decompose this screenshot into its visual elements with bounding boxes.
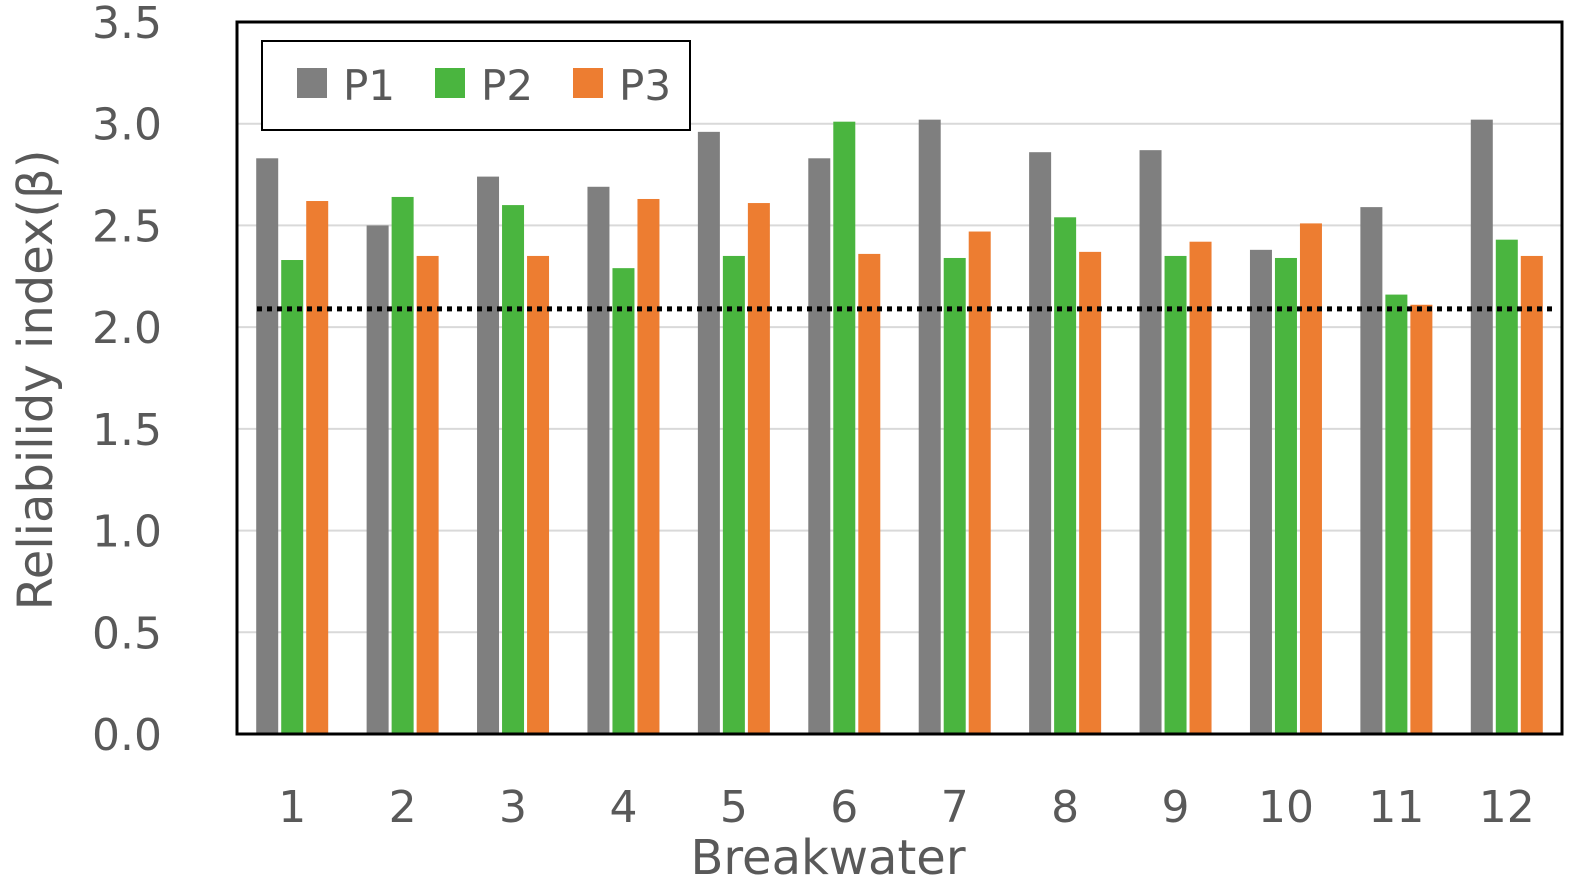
x-tick-label: 12	[1479, 782, 1535, 833]
bar-p2-7	[943, 257, 966, 734]
bar-p1-1	[256, 158, 279, 735]
bar-p3-10	[1299, 223, 1322, 734]
bar-p3-5	[747, 203, 770, 735]
bar-p3-2	[416, 255, 439, 734]
x-tick-label: 11	[1368, 782, 1424, 833]
x-tick-label: 3	[499, 782, 527, 833]
y-tick-labels: 0.0 0.5 1.0 1.5 2.0 2.5 3.0 3.5	[92, 0, 162, 761]
bar-p2-6	[833, 121, 856, 735]
bar-p2-5	[722, 255, 745, 734]
bar-p2-11	[1385, 294, 1408, 734]
x-axis-title: Breakwater	[690, 830, 965, 885]
bar-p3-3	[527, 255, 550, 734]
bar-p1-5	[697, 131, 720, 734]
y-tick-label: 0.5	[92, 608, 162, 659]
y-tick-label: 3.5	[92, 0, 162, 49]
bar-p3-11	[1410, 304, 1433, 734]
bar-p3-7	[968, 231, 991, 734]
x-tick-label: 9	[1162, 782, 1190, 833]
bar-p2-9	[1164, 255, 1187, 734]
legend-box	[261, 40, 691, 131]
x-tick-label: 2	[389, 782, 417, 833]
bar-p3-12	[1520, 255, 1543, 734]
x-tick-label: 5	[720, 782, 748, 833]
x-tick-label: 8	[1051, 782, 1079, 833]
legend-swatch-p1	[297, 68, 327, 98]
x-tick-label: 10	[1258, 782, 1314, 833]
y-tick-label: 2.5	[92, 201, 162, 252]
x-tick-label: 4	[609, 782, 637, 833]
legend-label-p3: P3	[619, 61, 671, 110]
legend-swatch-p3	[573, 68, 603, 98]
y-axis-title: Reliabilidy index(β)	[8, 150, 64, 611]
y-tick-label: 3.0	[92, 100, 162, 151]
y-tick-label: 2.0	[92, 303, 162, 354]
y-tick-label: 1.5	[92, 405, 162, 456]
bar-p3-4	[637, 198, 660, 735]
bar-p3-8	[1079, 251, 1102, 735]
bar-p1-6	[808, 158, 831, 735]
plot-frame	[235, 20, 1564, 736]
bar-p1-10	[1249, 249, 1272, 734]
legend-swatch-p2	[435, 68, 465, 98]
legend-label-p1: P1	[343, 61, 395, 110]
bar-p2-4	[612, 268, 635, 734]
bar-p2-1	[281, 260, 304, 734]
bar-p2-8	[1054, 217, 1077, 734]
x-tick-label: 7	[941, 782, 969, 833]
bar-p1-7	[918, 119, 941, 735]
bar-p3-9	[1189, 241, 1212, 734]
x-tick-label: 6	[830, 782, 858, 833]
y-tick-label: 0.0	[92, 710, 162, 761]
x-tick-label: 1	[278, 782, 306, 833]
bar-p1-11	[1360, 207, 1383, 734]
bar-p1-12	[1470, 119, 1493, 735]
bar-p3-6	[858, 253, 881, 734]
bar-p1-8	[1029, 152, 1052, 735]
bar-p2-3	[502, 205, 525, 735]
bar-p3-1	[306, 201, 329, 734]
legend-label-p2: P2	[481, 61, 533, 110]
bars	[256, 119, 1543, 735]
y-tick-label: 1.0	[92, 507, 162, 558]
x-tick-labels: 1 2 3 4 5 6 7 8 9 10 11 12	[278, 782, 1535, 833]
bar-p2-10	[1274, 257, 1297, 734]
bar-p1-4	[587, 186, 610, 734]
bar-p2-2	[391, 196, 414, 734]
bar-p2-12	[1495, 239, 1518, 734]
legend: P1 P2 P3	[261, 40, 691, 131]
bar-p1-2	[366, 225, 389, 734]
bar-p1-9	[1139, 150, 1162, 734]
bar-p1-3	[477, 176, 500, 734]
